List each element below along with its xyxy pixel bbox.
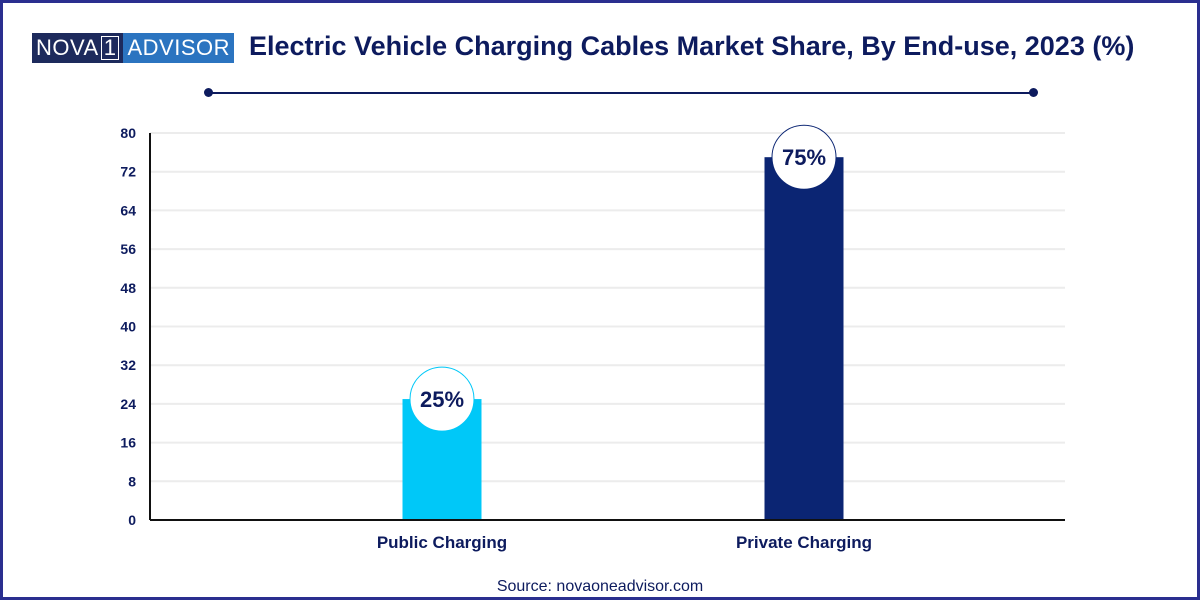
x-tick-label: Public Charging	[377, 533, 507, 552]
source-note: Source: novaoneadvisor.com	[496, 578, 704, 595]
rule-dot-right	[1029, 88, 1038, 97]
chart-title: Electric Vehicle Charging Cables Market …	[249, 31, 1135, 61]
y-tick-label: 16	[120, 435, 136, 451]
y-tick-label: 48	[120, 280, 136, 296]
y-tick-label: 0	[128, 512, 136, 528]
y-tick-label: 56	[120, 241, 136, 257]
logo-part-nova: NOVA 1	[32, 33, 124, 63]
y-tick-label: 64	[120, 202, 136, 218]
y-tick-label: 24	[120, 396, 136, 412]
y-tick-label: 72	[120, 164, 136, 180]
y-tick-label: 32	[120, 357, 136, 373]
data-label: 25%	[420, 387, 464, 412]
title-rule	[208, 92, 1034, 94]
bar-chart: 0 8 16 24 32 40 48 56 64 72 80 25% Public Charging 75…	[120, 124, 1065, 552]
logo: NOVA 1 ADVISOR	[32, 33, 234, 63]
y-tick-label: 8	[128, 473, 136, 489]
x-tick-label: Private Charging	[736, 533, 872, 552]
logo-part-advisor: ADVISOR	[123, 33, 234, 63]
data-label: 75%	[782, 145, 826, 170]
bar	[764, 157, 844, 520]
data-label-bubble	[409, 366, 475, 432]
data-label-bubble	[771, 124, 837, 190]
y-tick-label: 80	[120, 125, 136, 141]
y-tick-label: 40	[120, 319, 136, 335]
